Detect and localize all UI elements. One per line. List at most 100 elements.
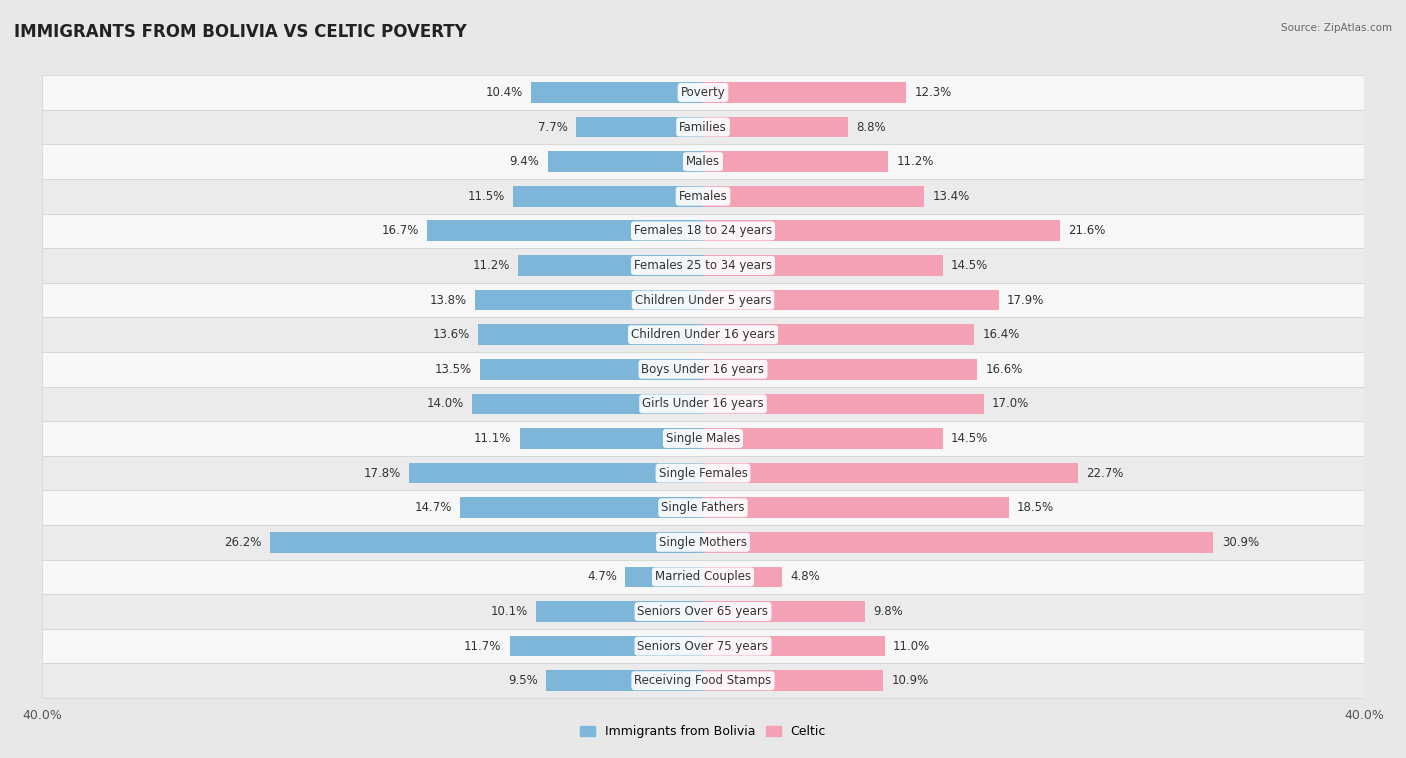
Text: Single Fathers: Single Fathers <box>661 501 745 514</box>
Bar <box>626 566 703 587</box>
Bar <box>427 221 703 241</box>
Text: Females: Females <box>679 190 727 202</box>
Text: Boys Under 16 years: Boys Under 16 years <box>641 363 765 376</box>
Text: 11.2%: 11.2% <box>472 259 510 272</box>
Text: Single Mothers: Single Mothers <box>659 536 747 549</box>
Bar <box>536 601 703 622</box>
Text: 10.9%: 10.9% <box>891 674 928 688</box>
Text: 14.5%: 14.5% <box>950 432 988 445</box>
Text: Males: Males <box>686 155 720 168</box>
Text: Girls Under 16 years: Girls Under 16 years <box>643 397 763 410</box>
Bar <box>42 387 1364 421</box>
Text: 13.8%: 13.8% <box>430 293 467 306</box>
Text: 10.1%: 10.1% <box>491 605 527 618</box>
Bar <box>548 152 703 172</box>
Text: 16.6%: 16.6% <box>986 363 1024 376</box>
Text: 13.6%: 13.6% <box>433 328 470 341</box>
Text: 9.8%: 9.8% <box>873 605 903 618</box>
Text: 7.7%: 7.7% <box>537 121 568 133</box>
Bar <box>703 462 1078 484</box>
Bar <box>703 636 884 656</box>
Bar <box>531 82 703 103</box>
Bar <box>513 186 703 207</box>
Text: 13.4%: 13.4% <box>932 190 970 202</box>
Bar <box>517 255 703 276</box>
Bar <box>270 532 703 553</box>
Bar <box>42 283 1364 318</box>
Text: Married Couples: Married Couples <box>655 571 751 584</box>
Text: 11.2%: 11.2% <box>896 155 934 168</box>
Text: 30.9%: 30.9% <box>1222 536 1258 549</box>
Text: Seniors Over 65 years: Seniors Over 65 years <box>637 605 769 618</box>
Bar <box>703 324 974 345</box>
Bar <box>471 393 703 415</box>
Text: 17.9%: 17.9% <box>1007 293 1045 306</box>
Bar <box>576 117 703 137</box>
Text: Poverty: Poverty <box>681 86 725 99</box>
Text: Source: ZipAtlas.com: Source: ZipAtlas.com <box>1281 23 1392 33</box>
Text: 9.4%: 9.4% <box>509 155 540 168</box>
Bar <box>42 179 1364 214</box>
Text: Families: Families <box>679 121 727 133</box>
Text: 18.5%: 18.5% <box>1017 501 1054 514</box>
Text: 11.1%: 11.1% <box>474 432 512 445</box>
Bar <box>42 490 1364 525</box>
Bar <box>42 318 1364 352</box>
Bar <box>546 670 703 691</box>
Text: 12.3%: 12.3% <box>914 86 952 99</box>
Text: Children Under 5 years: Children Under 5 years <box>634 293 772 306</box>
Text: Single Females: Single Females <box>658 467 748 480</box>
Bar <box>703 428 942 449</box>
Text: 11.5%: 11.5% <box>468 190 505 202</box>
Text: 17.0%: 17.0% <box>993 397 1029 410</box>
Text: 11.0%: 11.0% <box>893 640 931 653</box>
Bar <box>479 359 703 380</box>
Bar <box>703 359 977 380</box>
Bar <box>42 525 1364 559</box>
Text: 17.8%: 17.8% <box>363 467 401 480</box>
Legend: Immigrants from Bolivia, Celtic: Immigrants from Bolivia, Celtic <box>575 720 831 744</box>
Bar <box>703 152 889 172</box>
Bar <box>703 82 907 103</box>
Bar <box>42 559 1364 594</box>
Text: Single Males: Single Males <box>666 432 740 445</box>
Text: Females 25 to 34 years: Females 25 to 34 years <box>634 259 772 272</box>
Text: 16.7%: 16.7% <box>381 224 419 237</box>
Bar <box>42 421 1364 456</box>
Text: 10.4%: 10.4% <box>485 86 523 99</box>
Bar <box>460 497 703 518</box>
Text: 22.7%: 22.7% <box>1087 467 1123 480</box>
Bar <box>520 428 703 449</box>
Text: 14.7%: 14.7% <box>415 501 451 514</box>
Bar <box>409 462 703 484</box>
Text: 14.5%: 14.5% <box>950 259 988 272</box>
Bar <box>510 636 703 656</box>
Bar <box>42 629 1364 663</box>
Bar <box>703 186 924 207</box>
Text: 9.5%: 9.5% <box>508 674 537 688</box>
Bar <box>703 601 865 622</box>
Bar <box>42 75 1364 110</box>
Bar <box>42 663 1364 698</box>
Bar <box>703 221 1060 241</box>
Text: 21.6%: 21.6% <box>1069 224 1105 237</box>
Bar <box>703 532 1213 553</box>
Bar <box>703 290 998 311</box>
Text: 8.8%: 8.8% <box>856 121 886 133</box>
Text: Receiving Food Stamps: Receiving Food Stamps <box>634 674 772 688</box>
Text: 11.7%: 11.7% <box>464 640 502 653</box>
Bar <box>42 144 1364 179</box>
Bar <box>703 566 782 587</box>
Bar <box>703 497 1008 518</box>
Bar <box>703 393 984 415</box>
Bar <box>42 110 1364 144</box>
Text: 13.5%: 13.5% <box>434 363 471 376</box>
Bar <box>42 594 1364 629</box>
Text: Children Under 16 years: Children Under 16 years <box>631 328 775 341</box>
Text: 4.8%: 4.8% <box>790 571 820 584</box>
Text: Seniors Over 75 years: Seniors Over 75 years <box>637 640 769 653</box>
Text: 4.7%: 4.7% <box>588 571 617 584</box>
Text: 14.0%: 14.0% <box>426 397 464 410</box>
Text: IMMIGRANTS FROM BOLIVIA VS CELTIC POVERTY: IMMIGRANTS FROM BOLIVIA VS CELTIC POVERT… <box>14 23 467 41</box>
Text: 26.2%: 26.2% <box>225 536 262 549</box>
